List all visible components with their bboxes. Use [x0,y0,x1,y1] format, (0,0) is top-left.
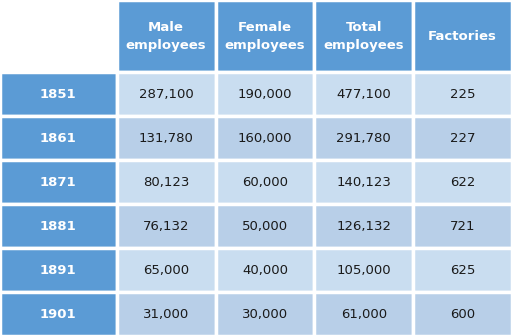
FancyBboxPatch shape [413,204,512,248]
Text: 287,100: 287,100 [139,88,194,101]
Text: 1861: 1861 [40,132,77,145]
Text: 40,000: 40,000 [242,263,288,277]
Text: 190,000: 190,000 [238,88,292,101]
Text: 477,100: 477,100 [336,88,391,101]
Text: Factories: Factories [428,30,497,43]
Text: 30,000: 30,000 [242,307,288,321]
Text: 1891: 1891 [40,263,77,277]
Text: 76,132: 76,132 [143,220,189,233]
FancyBboxPatch shape [314,0,413,72]
Text: 105,000: 105,000 [336,263,391,277]
FancyBboxPatch shape [413,116,512,160]
Text: 131,780: 131,780 [139,132,194,145]
FancyBboxPatch shape [216,248,314,292]
FancyBboxPatch shape [413,248,512,292]
Text: 1901: 1901 [40,307,77,321]
FancyBboxPatch shape [314,292,413,336]
Text: 50,000: 50,000 [242,220,288,233]
FancyBboxPatch shape [117,248,216,292]
Text: 1851: 1851 [40,88,77,101]
Text: 291,780: 291,780 [336,132,391,145]
Text: Total
employees: Total employees [324,20,404,52]
FancyBboxPatch shape [117,116,216,160]
FancyBboxPatch shape [413,0,512,72]
FancyBboxPatch shape [216,160,314,204]
FancyBboxPatch shape [216,0,314,72]
FancyBboxPatch shape [216,116,314,160]
Text: Male
employees: Male employees [126,20,206,52]
Text: 126,132: 126,132 [336,220,391,233]
FancyBboxPatch shape [314,204,413,248]
FancyBboxPatch shape [314,116,413,160]
FancyBboxPatch shape [117,292,216,336]
FancyBboxPatch shape [0,0,117,72]
FancyBboxPatch shape [314,248,413,292]
FancyBboxPatch shape [117,160,216,204]
FancyBboxPatch shape [0,116,117,160]
FancyBboxPatch shape [413,160,512,204]
Text: 31,000: 31,000 [143,307,189,321]
Text: 160,000: 160,000 [238,132,292,145]
Text: 80,123: 80,123 [143,176,189,188]
FancyBboxPatch shape [314,72,413,116]
FancyBboxPatch shape [0,204,117,248]
FancyBboxPatch shape [216,292,314,336]
Text: 1871: 1871 [40,176,77,188]
FancyBboxPatch shape [216,204,314,248]
FancyBboxPatch shape [413,72,512,116]
Text: 61,000: 61,000 [340,307,387,321]
Text: 227: 227 [450,132,475,145]
FancyBboxPatch shape [216,72,314,116]
FancyBboxPatch shape [0,248,117,292]
Text: 721: 721 [450,220,475,233]
FancyBboxPatch shape [117,204,216,248]
Text: 625: 625 [450,263,475,277]
Text: Female
employees: Female employees [225,20,305,52]
FancyBboxPatch shape [117,72,216,116]
FancyBboxPatch shape [413,292,512,336]
FancyBboxPatch shape [314,160,413,204]
Text: 60,000: 60,000 [242,176,288,188]
Text: 1881: 1881 [40,220,77,233]
Text: 65,000: 65,000 [143,263,189,277]
FancyBboxPatch shape [0,160,117,204]
FancyBboxPatch shape [117,0,216,72]
Text: 225: 225 [450,88,475,101]
Text: 140,123: 140,123 [336,176,391,188]
FancyBboxPatch shape [0,292,117,336]
Text: 622: 622 [450,176,475,188]
FancyBboxPatch shape [0,72,117,116]
Text: 600: 600 [450,307,475,321]
